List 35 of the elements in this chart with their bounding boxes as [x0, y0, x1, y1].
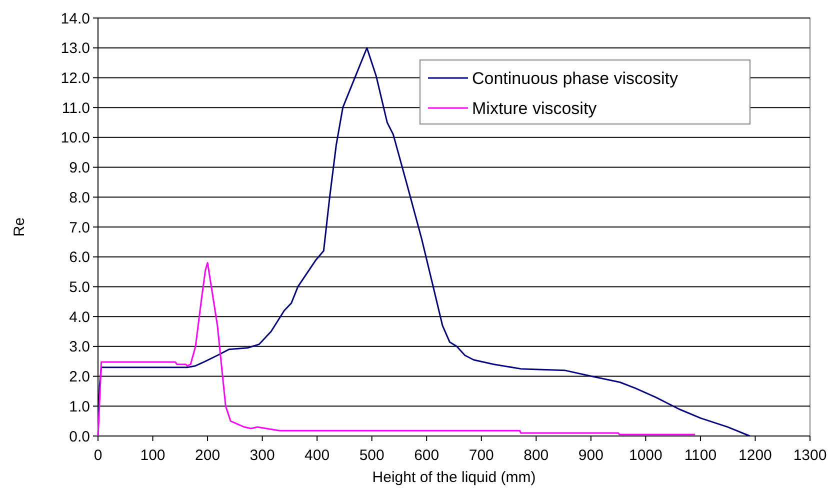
- x-tick-label: 1000: [629, 447, 662, 464]
- line-series: [97, 47, 751, 437]
- y-tick-label: 7.0: [69, 219, 90, 236]
- x-tick-label: 400: [304, 447, 330, 464]
- x-tick-label: 600: [414, 447, 440, 464]
- x-tick-label: 200: [195, 447, 220, 464]
- y-tick-label: 8.0: [69, 189, 90, 206]
- y-tick-label: 13.0: [60, 40, 90, 58]
- y-tick-label: 14.0: [60, 10, 90, 28]
- x-tick-label: 900: [578, 447, 604, 464]
- y-tick-label: 11.0: [62, 100, 90, 117]
- y-tick-label: 1.0: [69, 398, 90, 416]
- y-tick-label: 5.0: [69, 278, 90, 296]
- y-axis-title: Re: [11, 217, 28, 237]
- legend-label: Mixture viscosity: [472, 98, 598, 118]
- x-tick-label: 100: [140, 447, 166, 464]
- x-tick-label: 800: [524, 447, 549, 464]
- x-tick-label: 1300: [793, 447, 827, 464]
- y-tick-label: 10.0: [60, 130, 90, 147]
- y-tick-label: 0.0: [69, 428, 90, 446]
- legend-label: Continuous phase viscosity: [472, 68, 678, 88]
- x-axis-title: Height of the liquid (mm): [372, 469, 536, 486]
- line-series: [97, 262, 696, 437]
- y-tick-label: 6.0: [69, 249, 90, 266]
- x-tick-label: 1100: [684, 447, 717, 464]
- y-tick-label: 2.0: [69, 368, 90, 386]
- y-tick-label: 9.0: [69, 160, 90, 177]
- x-tick-label: 300: [250, 447, 275, 464]
- y-tick-label: 12.0: [60, 70, 90, 87]
- y-tick-label: 3.0: [69, 338, 90, 356]
- x-tick-label: 0: [94, 447, 102, 464]
- y-tick-label: 4.0: [69, 308, 90, 326]
- x-tick-label: 1200: [738, 447, 772, 464]
- x-tick-label: 500: [359, 447, 384, 464]
- x-tick-label: 700: [468, 447, 494, 464]
